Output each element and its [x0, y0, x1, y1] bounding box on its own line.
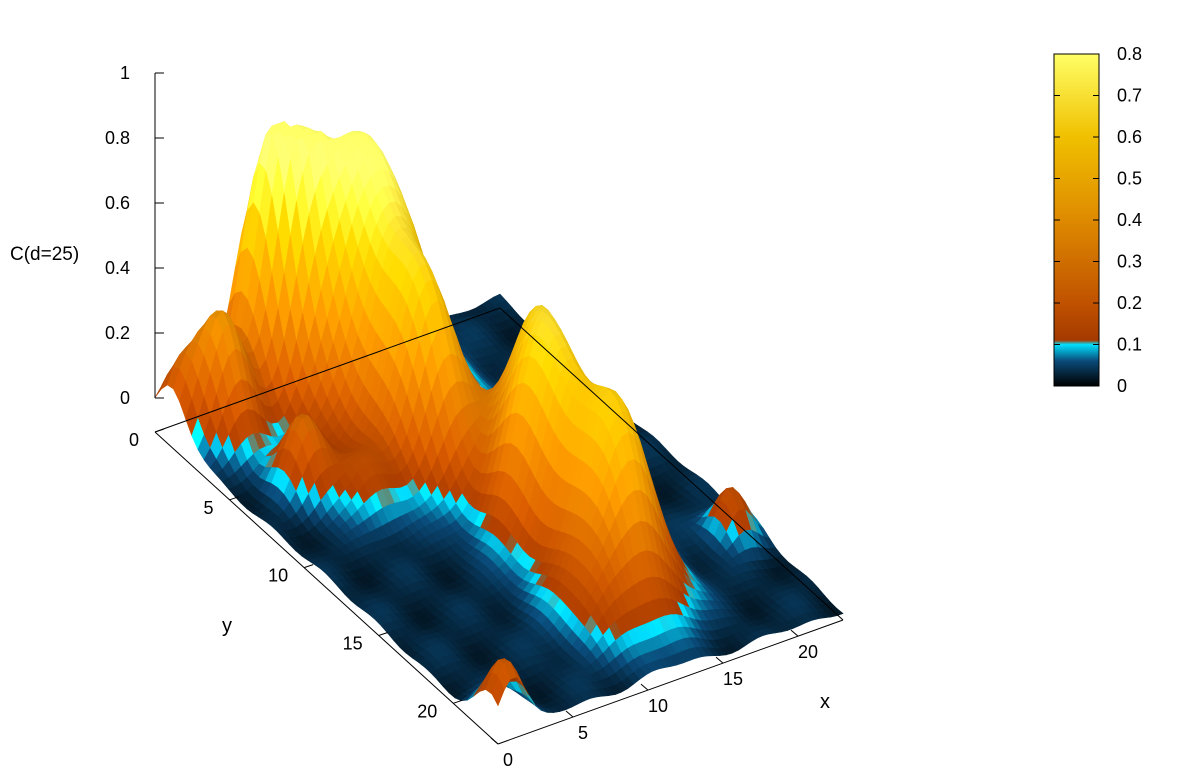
x-tick: [790, 629, 799, 637]
x-axis-back-line: [154, 307, 501, 433]
y-axis-line: [154, 431, 499, 745]
y-tick: [378, 632, 388, 636]
y-tick-label: 5: [204, 498, 214, 518]
z-tick-label: 0.8: [105, 128, 130, 148]
x-tick-label: 15: [723, 669, 743, 689]
x-tick: [640, 683, 649, 691]
axes: [154, 72, 844, 745]
y-tick-label: 15: [343, 633, 363, 653]
colorbar-tick-label: 0.5: [1117, 169, 1142, 189]
x-tick-label: 20: [798, 642, 818, 662]
surface-mesh: [154, 120, 844, 713]
z-tick-label: 0.6: [105, 193, 130, 213]
x-axis-label: x: [820, 691, 830, 713]
x-tick-label: 10: [648, 696, 668, 716]
y-tick: [303, 564, 314, 569]
z-tick-label: 0: [120, 388, 130, 408]
z-tick-label: 1: [120, 63, 130, 83]
x-tick: [490, 737, 499, 745]
x-tick-label: 0: [503, 750, 513, 770]
x-tick: [715, 656, 724, 664]
z-tick-label: 0.4: [105, 258, 130, 278]
y-tick-label: 0: [129, 430, 139, 450]
colorbar-tick-label: 0.1: [1117, 335, 1142, 355]
z-axis-label: C(d=25): [10, 244, 79, 265]
colorbar-tick-label: 0.7: [1117, 86, 1142, 106]
y-tick: [453, 699, 463, 704]
y-tick-label: 10: [268, 566, 288, 586]
x-axis-line: [497, 619, 844, 745]
surface-cell: [491, 675, 505, 707]
y-axis-right-line: [499, 307, 844, 621]
colorbar-tick-label: 0.2: [1117, 293, 1142, 313]
colorbar-tick-label: 0: [1117, 376, 1127, 396]
colorbar-tick-label: 0.8: [1117, 44, 1142, 64]
z-tick-label: 0.2: [105, 323, 130, 343]
colorbar: 0 0.1 0.2 0.3 0.4 0.5 0.6 0.7 0.8: [1053, 44, 1142, 396]
x-tick: [565, 710, 574, 718]
colorbar-tick-label: 0.3: [1117, 252, 1142, 272]
x-tick-label: 5: [578, 723, 588, 743]
y-tick: [229, 496, 239, 501]
colorbar-tick-label: 0.6: [1117, 127, 1142, 147]
colorbar-tick-label: 0.4: [1117, 210, 1142, 230]
y-tick-label: 20: [417, 701, 437, 721]
colorbar-bar: [1053, 53, 1100, 387]
y-tick: [154, 428, 165, 433]
y-axis-label: y: [222, 615, 232, 637]
